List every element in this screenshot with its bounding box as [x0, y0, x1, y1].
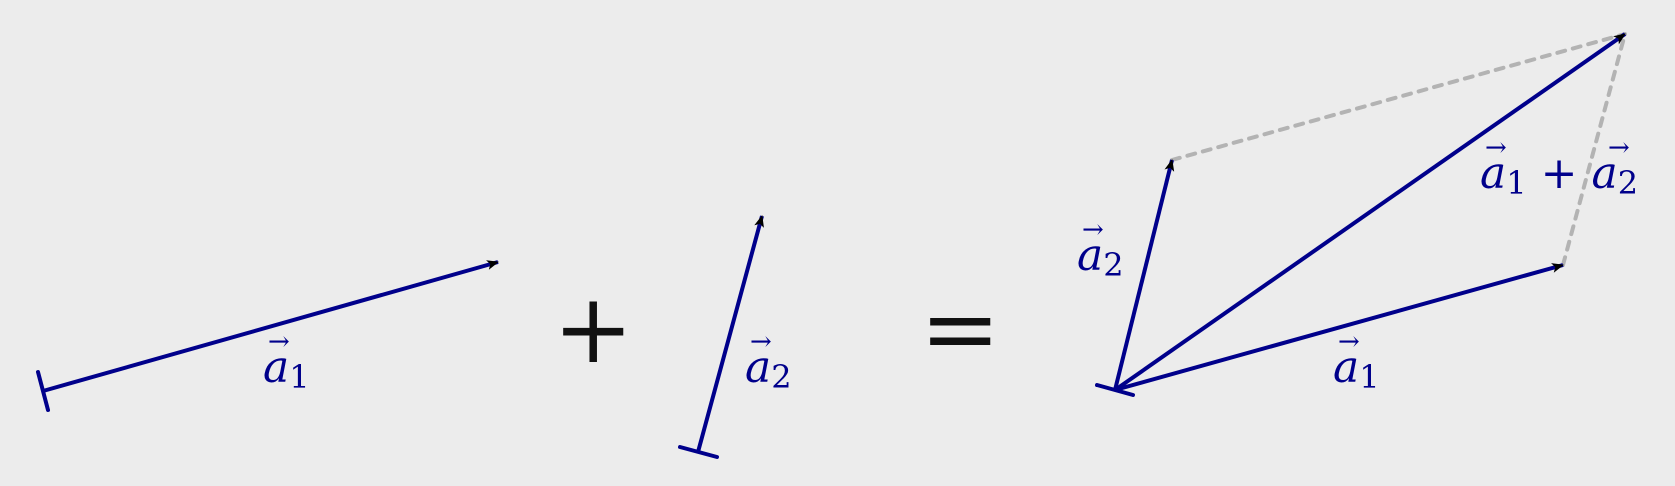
sum-vector-a1-label-subscript: 1 — [1359, 358, 1379, 396]
resultant-label-plus: + — [1541, 148, 1578, 199]
resultant-label-a1-subscript: 1 — [1506, 164, 1526, 202]
sum-vector-a2-label-arrow: → — [1082, 215, 1104, 245]
equals-operator: = — [920, 273, 1000, 385]
sum-vector-a1-label: a1 — [1333, 342, 1380, 396]
vector-a1-label-arrow: → — [268, 327, 290, 357]
sum-vector-a2-label: a2 — [1077, 230, 1124, 284]
parallelogram-guide-top — [1170, 32, 1627, 162]
resultant-vector-label: a1 + a2 — [1480, 148, 1638, 202]
sum-vector-a2-label-subscript: 2 — [1103, 246, 1123, 284]
vector-a1-label: a1 — [263, 342, 310, 396]
vector-a1-label-subscript: 1 — [289, 358, 309, 396]
resultant-label-a1-arrow: → — [1485, 133, 1507, 163]
vector-a1-label-symbol: a — [263, 342, 289, 393]
vector-a2-label-symbol: a — [745, 342, 771, 393]
vector-a2-label-arrow: → — [750, 327, 772, 357]
sum-vector-a2-arrow — [1113, 159, 1175, 391]
resultant-label-a1-symbol: a — [1480, 148, 1506, 199]
vector-a1-standalone: a1 → — [36, 260, 499, 412]
vector-sum-parallelogram: a2 → a1 → a1 + a2 → → — [1077, 32, 1638, 397]
resultant-label-a2-subscript: 2 — [1618, 164, 1638, 202]
sum-vector-a1-label-symbol: a — [1333, 342, 1359, 393]
vector-a1-arrow — [42, 260, 499, 393]
resultant-label-a2-arrow: → — [1608, 133, 1630, 163]
vector-a2-arrow — [696, 215, 764, 453]
resultant-label-a2-symbol: a — [1591, 148, 1617, 199]
parallelogram-guide-right — [1561, 32, 1627, 267]
resultant-vector-arrow — [1113, 32, 1627, 392]
plus-operator: + — [553, 273, 633, 385]
vector-a2-standalone: a2 → — [678, 215, 792, 459]
sum-vector-a2-label-symbol: a — [1077, 230, 1103, 281]
sum-vector-a1-label-arrow: → — [1338, 327, 1360, 357]
sum-vector-a1-arrow — [1114, 263, 1564, 392]
vector-a2-label: a2 — [745, 342, 792, 396]
vector-a2-label-subscript: 2 — [771, 358, 791, 396]
